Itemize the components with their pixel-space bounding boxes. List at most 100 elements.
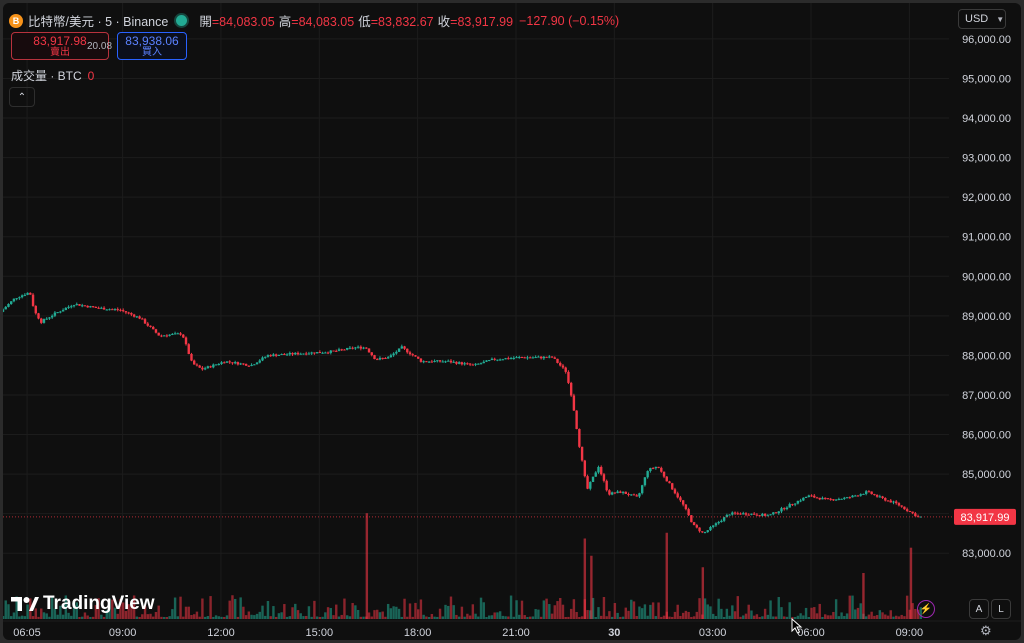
volume-bar xyxy=(578,616,581,619)
time-tick-label: 06:00 xyxy=(797,627,825,639)
volume-bar xyxy=(42,612,46,619)
candle-body xyxy=(493,358,496,360)
candle-body xyxy=(526,357,529,359)
candle-body xyxy=(550,356,554,358)
candle-body xyxy=(507,358,510,360)
volume-bar xyxy=(37,616,40,619)
volume-bar xyxy=(881,612,884,619)
volume-bar xyxy=(813,607,816,619)
volume-bar xyxy=(397,608,401,619)
log-scale-label: L xyxy=(998,603,1004,615)
candle-body xyxy=(34,305,37,314)
market-status-icon[interactable] xyxy=(176,15,188,26)
buy-button[interactable]: 83,938.06 買入 xyxy=(117,32,187,60)
volume-bar xyxy=(427,616,431,619)
volume-bar xyxy=(867,614,871,619)
volume-bar xyxy=(198,616,201,619)
volume-bar xyxy=(255,613,259,619)
ohlc-label: 低 xyxy=(358,15,371,29)
volume-bar xyxy=(534,609,537,619)
candle-body xyxy=(356,346,360,348)
candle-body xyxy=(190,353,193,361)
candle-body xyxy=(173,333,177,335)
candle-body xyxy=(813,495,816,498)
candle-body xyxy=(20,295,24,298)
volume-bar xyxy=(763,608,767,619)
candle-body xyxy=(143,319,147,324)
volume-bar xyxy=(337,616,341,619)
candle-body xyxy=(534,357,537,359)
price-chart[interactable]: 96,000.00 95,000.00 94,000.00 93,000.00 92,0… xyxy=(3,3,1021,640)
candle-body xyxy=(220,362,223,365)
gear-icon[interactable]: ⚙ xyxy=(980,623,992,638)
volume-bar xyxy=(649,604,652,619)
volume-bar xyxy=(176,616,180,619)
currency-button[interactable]: USD ▼ xyxy=(958,9,1006,29)
candle-body xyxy=(318,352,322,354)
volume-bar xyxy=(48,616,51,619)
candle-body xyxy=(367,348,371,353)
ohlc-value: =84,083.05 xyxy=(291,15,355,29)
price-tick-label: 90,000.00 xyxy=(962,271,1011,283)
auto-scale-button[interactable]: A xyxy=(969,599,989,619)
volume-bar xyxy=(416,609,420,619)
volume-bar xyxy=(742,615,745,619)
candle-body xyxy=(149,325,152,327)
volume-bar xyxy=(250,614,253,619)
collapse-legend-button[interactable]: ⌃ xyxy=(9,87,35,107)
volume-bar xyxy=(444,604,447,619)
chart-window: 96,000.00 95,000.00 94,000.00 93,000.00 92,0… xyxy=(3,3,1021,640)
candle-body xyxy=(463,363,466,365)
volume-bar xyxy=(228,600,231,619)
volume-bar xyxy=(668,616,671,619)
candle-body xyxy=(239,363,242,365)
candle-body xyxy=(575,410,578,429)
candle-body xyxy=(856,495,860,497)
volume-bar xyxy=(903,616,906,619)
time-tick-label: 18:00 xyxy=(404,627,432,639)
volume-bar xyxy=(488,615,491,619)
candle-body xyxy=(610,492,614,495)
candle-body xyxy=(676,493,679,498)
candle-body xyxy=(313,352,316,354)
symbol-title[interactable]: 比特幣/美元 · 5 · Binance xyxy=(28,15,169,29)
volume-bar xyxy=(870,611,873,619)
volume-bar xyxy=(56,614,59,619)
volume-bar xyxy=(914,608,917,619)
volume-bar xyxy=(329,608,332,619)
candle-body xyxy=(23,294,27,296)
volume-bar xyxy=(646,615,649,619)
candle-body xyxy=(559,362,562,366)
candle-body xyxy=(643,477,647,486)
volume-bar xyxy=(793,617,797,619)
volume-bar xyxy=(878,610,882,619)
candle-body xyxy=(539,356,543,359)
volume-bar xyxy=(889,610,892,619)
candle-body xyxy=(608,490,611,495)
volume-bar xyxy=(436,616,439,619)
volume-bar xyxy=(362,616,365,619)
chart-grid xyxy=(3,3,1021,622)
candle-body xyxy=(750,513,753,515)
volume-bar xyxy=(630,599,633,619)
volume-bar xyxy=(348,616,352,619)
candle-body xyxy=(862,493,865,495)
volume-bar xyxy=(266,600,270,619)
sell-button[interactable]: 83,917.98 賣出 xyxy=(11,32,109,60)
candle-body xyxy=(905,509,909,511)
volume-bar xyxy=(755,614,759,619)
lightning-icon[interactable]: ⚡ xyxy=(917,600,935,618)
volume-bar xyxy=(184,606,188,619)
candle-body xyxy=(365,347,368,349)
tradingview-logo[interactable]: TradingView xyxy=(11,593,155,615)
candle-body xyxy=(264,356,267,358)
candle-body xyxy=(294,352,297,355)
candle-body xyxy=(359,346,363,349)
log-scale-button[interactable]: L xyxy=(991,599,1011,619)
volume-bar xyxy=(15,596,18,619)
last-price-marker: 83,917.99 xyxy=(3,508,1016,525)
candle-body xyxy=(640,485,644,494)
candle-body xyxy=(315,352,319,354)
volume-bar xyxy=(280,612,283,619)
candle-body xyxy=(168,334,171,336)
